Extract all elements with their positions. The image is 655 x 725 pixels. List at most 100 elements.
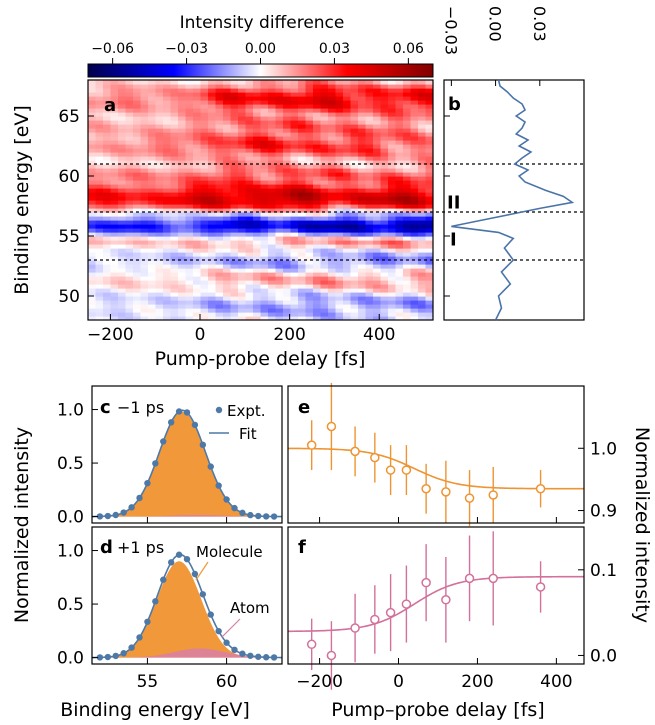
heatmap-cell	[88, 172, 97, 177]
heatmap-cell	[223, 128, 232, 133]
heatmap-cell	[395, 136, 404, 141]
heatmap-cell	[200, 260, 209, 265]
heatmap-cell	[260, 112, 269, 117]
heatmap-cell	[328, 312, 337, 317]
heatmap-cell	[335, 288, 344, 293]
y-tick-label: 0.0	[590, 646, 617, 666]
heatmap-cell	[110, 296, 119, 301]
x-tick-label: 0	[195, 325, 206, 345]
data-point	[160, 438, 167, 445]
heatmap-cell	[335, 80, 344, 85]
heatmap-cell	[125, 108, 134, 113]
heatmap-cell	[350, 132, 359, 137]
heatmap-cell	[418, 160, 427, 165]
heatmap-cell	[148, 112, 157, 117]
heatmap-cell	[223, 276, 232, 281]
heatmap-cell	[260, 264, 269, 269]
heatmap-cell	[245, 80, 254, 85]
heatmap-cell	[268, 284, 277, 289]
data-point	[306, 440, 317, 450]
heatmap-cell	[88, 132, 97, 137]
heatmap-cell	[215, 244, 224, 249]
heatmap-cell	[133, 268, 142, 273]
heatmap-cell	[245, 244, 254, 249]
heatmap-cell	[148, 84, 157, 89]
heatmap-cell	[335, 136, 344, 141]
heatmap-cell	[335, 224, 344, 229]
heatmap-cell	[365, 300, 374, 305]
heatmap-cell	[170, 280, 179, 285]
heatmap-cell	[418, 240, 427, 245]
heatmap-cell	[320, 104, 329, 109]
x-tick-label: 400	[363, 325, 395, 345]
heatmap-cell	[245, 232, 254, 237]
heatmap-cell	[208, 220, 217, 225]
heatmap-cell	[283, 164, 292, 169]
heatmap-cell	[148, 172, 157, 177]
heatmap-cell	[170, 180, 179, 185]
heatmap-cell	[170, 300, 179, 305]
heatmap-cell	[260, 216, 269, 221]
heatmap-cell	[155, 80, 164, 85]
axes-d	[91, 526, 283, 665]
heatmap-cell	[350, 188, 359, 193]
heatmap-cell	[260, 160, 269, 165]
heatmap-cell	[163, 256, 172, 261]
heatmap-cell	[373, 232, 382, 237]
heatmap-cell	[373, 236, 382, 241]
heatmap-cell	[223, 228, 232, 233]
heatmap-cell	[140, 176, 149, 181]
heatmap-cell	[230, 236, 239, 241]
heatmap-cell	[328, 200, 337, 205]
heatmap-cell	[260, 108, 269, 113]
heatmap-cell	[328, 120, 337, 125]
heatmap-cell	[230, 152, 239, 157]
heatmap-cell	[133, 184, 142, 189]
heatmap-cell	[425, 200, 433, 205]
heatmap-cell	[238, 200, 247, 205]
heatmap-cell	[88, 152, 97, 157]
heatmap-cell	[328, 216, 337, 221]
heatmap-cell	[298, 204, 307, 209]
x-tick-label: 0.03	[530, 6, 549, 42]
heatmap-cell	[395, 160, 404, 165]
heatmap-cell	[275, 252, 284, 257]
heatmap-cell	[230, 248, 239, 253]
heatmap-cell	[283, 152, 292, 157]
heatmap-cell	[305, 176, 314, 181]
heatmap-cell	[245, 220, 254, 225]
heatmap-cell	[88, 136, 97, 141]
heatmap-cell	[290, 116, 299, 121]
heatmap-cell	[170, 84, 179, 89]
heatmap-cell	[298, 216, 307, 221]
heatmap-cell	[283, 244, 292, 249]
heatmap-cell	[268, 288, 277, 293]
heatmap-cell	[418, 308, 427, 313]
heatmap-cell	[380, 88, 389, 93]
heatmap-cell	[305, 132, 314, 137]
heatmap-cell	[170, 216, 179, 221]
heatmap-cell	[185, 232, 194, 237]
heatmap-cell	[148, 152, 157, 157]
heatmap-cell	[335, 252, 344, 257]
heatmap-cell	[95, 136, 104, 141]
heatmap-cell	[185, 120, 194, 125]
heatmap-cell	[103, 220, 112, 225]
heatmap-cell	[253, 156, 262, 161]
heatmap-cell	[313, 120, 322, 125]
heatmap-cell	[133, 108, 142, 113]
heatmap-cell	[328, 116, 337, 121]
heatmap-cell	[418, 156, 427, 161]
heatmap-cell	[395, 296, 404, 301]
heatmap-cell	[223, 168, 232, 173]
axes-c	[91, 385, 283, 524]
heatmap-cell	[350, 284, 359, 289]
panel-label-e: e	[298, 397, 310, 418]
heatmap-cell	[148, 116, 157, 121]
x-tick-label: 400	[540, 672, 572, 692]
heatmap-cell	[88, 180, 97, 185]
heatmap-cell	[155, 280, 164, 285]
heatmap-cell	[313, 212, 322, 217]
heatmap-cell	[350, 300, 359, 305]
